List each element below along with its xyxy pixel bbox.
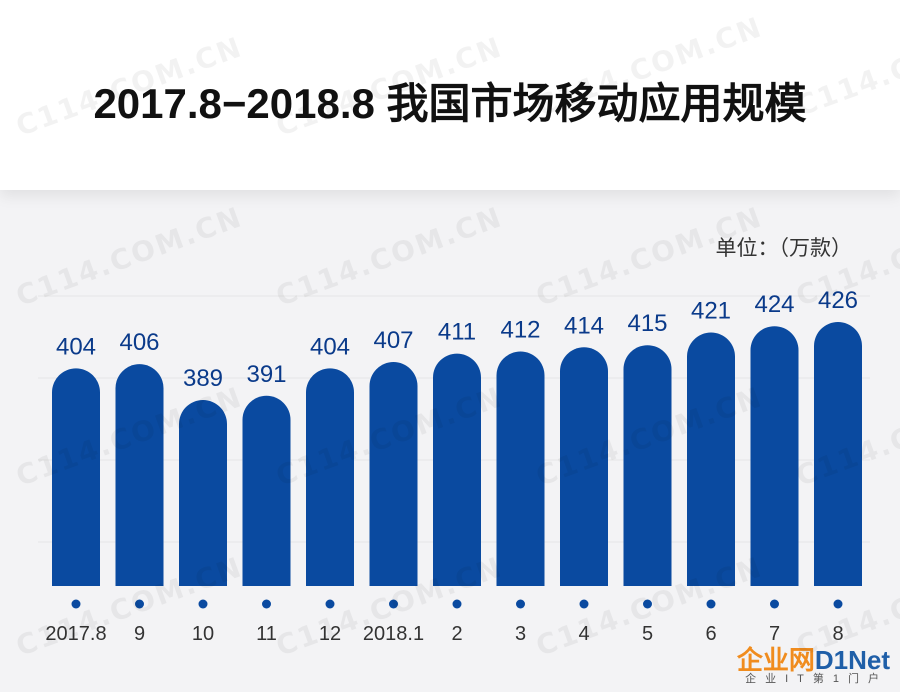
x-tick-label: 12 — [319, 623, 341, 645]
bar — [369, 362, 418, 586]
data-label: 406 — [119, 329, 159, 356]
bar — [687, 332, 735, 586]
x-tick-label: 6 — [705, 623, 716, 645]
bar — [52, 368, 100, 586]
data-label: 412 — [500, 317, 540, 344]
axis-dot — [770, 599, 779, 609]
d1net-logo: 企业网D1Net 企业IT第1门户 — [710, 640, 890, 685]
x-tick-label: 2018.1 — [363, 623, 424, 645]
axis-dot — [452, 599, 462, 609]
axis-dot — [325, 599, 335, 609]
x-tick-label: 10 — [192, 623, 214, 645]
x-tick-label: 5 — [642, 623, 653, 645]
axis-dot — [135, 599, 144, 609]
data-label: 411 — [438, 319, 476, 346]
bar — [306, 368, 354, 586]
logo-cn: 企业网 — [736, 645, 815, 675]
bar — [750, 326, 799, 586]
x-tick-label: 8 — [832, 623, 843, 645]
logo-subtitle: 企业IT第1门户 — [745, 673, 888, 685]
data-label: 389 — [183, 365, 223, 392]
x-tick-label: 9 — [134, 623, 145, 645]
x-tick-label: 2 — [451, 623, 462, 645]
bar — [179, 400, 227, 586]
axis-dot — [833, 599, 843, 609]
unit-label: 单位：（万款） — [715, 237, 853, 260]
data-label: 414 — [564, 312, 604, 339]
x-tick-label: 3 — [515, 623, 526, 645]
x-tick-label: 4 — [578, 623, 589, 645]
bar — [814, 322, 862, 586]
data-label: 404 — [310, 333, 350, 360]
bar — [115, 364, 164, 586]
x-tick-label: 2017.8 — [45, 623, 106, 645]
data-label: 407 — [373, 327, 413, 354]
data-label: 426 — [818, 287, 858, 314]
bar — [242, 395, 291, 586]
data-label: 391 — [246, 361, 286, 388]
axis-dot — [516, 599, 525, 609]
axis-dot — [71, 599, 81, 609]
logo-text: 企业网D1Net — [737, 640, 890, 677]
axis-dot — [262, 599, 271, 609]
bar — [433, 353, 481, 586]
axis-dot — [198, 599, 208, 609]
x-tick-label: 11 — [256, 623, 277, 645]
bar — [623, 345, 672, 586]
bar — [560, 347, 608, 586]
data-label: 404 — [56, 333, 96, 360]
axis-dot — [643, 599, 652, 609]
x-tick-label: 7 — [769, 623, 780, 645]
chart-title: 2017.8−2018.8 我国市场移动应用规模 — [93, 80, 807, 127]
data-label: 424 — [754, 291, 794, 318]
axis-dot — [579, 599, 589, 609]
title-card: 2017.8−2018.8 我国市场移动应用规模 — [0, 0, 900, 190]
data-label: 421 — [691, 298, 731, 325]
axis-dot — [389, 599, 398, 609]
bar — [496, 351, 545, 586]
axis-dot — [706, 599, 716, 609]
logo-en: D1Net — [814, 645, 890, 675]
data-label: 415 — [627, 310, 667, 337]
